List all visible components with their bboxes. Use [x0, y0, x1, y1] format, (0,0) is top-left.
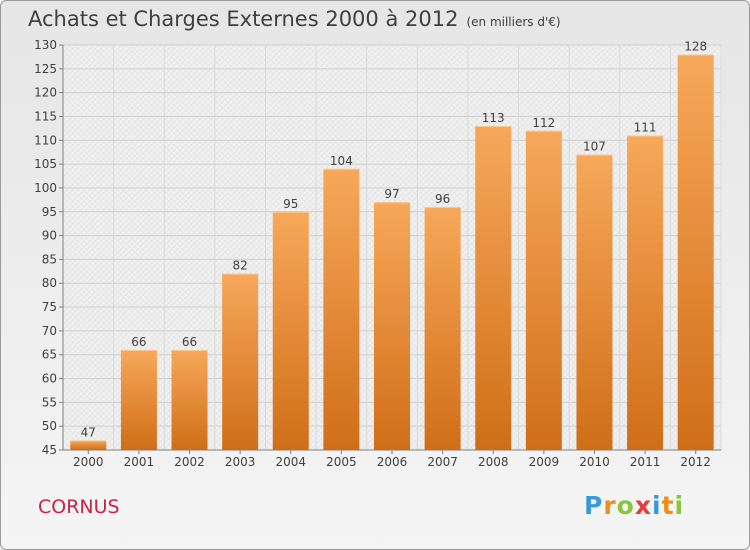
value-label: 111 — [634, 121, 657, 135]
y-tick-label: 80 — [42, 276, 57, 290]
logo-letter: i — [652, 491, 662, 520]
proxiti-logo: Proxiti — [584, 491, 684, 520]
y-tick-label: 70 — [42, 324, 57, 338]
logo-letter: t — [661, 491, 675, 520]
x-tick-label: 2009 — [529, 455, 560, 469]
value-label: 47 — [81, 425, 96, 439]
y-tick-label: 120 — [34, 86, 57, 100]
x-tick-label: 2010 — [579, 455, 610, 469]
x-tick-label: 2012 — [680, 455, 711, 469]
bar-2010 — [576, 154, 613, 450]
y-tick-label: 130 — [34, 38, 57, 52]
x-tick-label: 2003 — [225, 455, 256, 469]
y-tick-label: 50 — [42, 419, 57, 433]
y-tick-label: 110 — [34, 133, 57, 147]
x-tick-label: 2006 — [377, 455, 408, 469]
x-tick-label: 2005 — [326, 455, 357, 469]
value-labels: 47 66 66 82 95 104 97 96 113 112 107 111 128 — [81, 40, 707, 440]
y-tick-label: 95 — [42, 205, 57, 219]
value-label: 96 — [435, 192, 450, 206]
bar-2004 — [272, 211, 309, 450]
y-tick-label: 85 — [42, 252, 57, 266]
bar-2008 — [475, 126, 512, 450]
logo-letter: P — [584, 491, 604, 520]
chart-title-text: Achats et Charges Externes 2000 à 2012 — [28, 7, 459, 31]
y-tick-label: 115 — [34, 109, 57, 123]
chart-subtitle: (en milliers d'€) — [466, 15, 561, 29]
value-label: 66 — [131, 335, 146, 349]
bar-2009 — [525, 130, 562, 450]
y-tick-label: 105 — [34, 157, 57, 171]
value-label: 104 — [330, 154, 353, 168]
bar-2011 — [627, 135, 664, 450]
y-tick-label: 45 — [42, 443, 57, 457]
bar-2007 — [424, 207, 461, 450]
y-tick-label: 100 — [34, 181, 57, 195]
bar-2000 — [70, 440, 107, 450]
bar-2003 — [222, 273, 259, 450]
x-tick-label: 2008 — [478, 455, 509, 469]
x-tick-label: 2011 — [630, 455, 661, 469]
logo-letter: x — [634, 491, 652, 520]
bar-2001 — [120, 349, 157, 450]
logo-letter: i — [674, 491, 685, 520]
y-tick-label: 60 — [42, 372, 57, 386]
y-tick-label: 55 — [42, 395, 57, 409]
x-tick-label: 2007 — [427, 455, 458, 469]
bars — [70, 54, 714, 450]
logo-letter: r — [603, 491, 617, 520]
bar-2012 — [677, 54, 714, 450]
y-tick-label: 75 — [42, 300, 57, 314]
commune-name: CORNUS — [38, 496, 120, 518]
value-label: 107 — [583, 140, 606, 154]
y-tick-label: 65 — [42, 348, 57, 362]
value-label: 112 — [532, 116, 555, 130]
y-tick-label: 125 — [34, 62, 57, 76]
axes: 45 50 55 60 65 70 75 80 85 90 95 100 105 110 115 120 125… — [34, 38, 721, 469]
x-tick-label: 2002 — [174, 455, 205, 469]
bar-2005 — [323, 168, 360, 450]
bar-2006 — [374, 202, 410, 450]
x-tick-label: 2001 — [124, 455, 155, 469]
value-label: 113 — [482, 111, 505, 125]
value-label: 95 — [283, 197, 298, 211]
y-tick-label: 90 — [42, 229, 57, 243]
value-label: 128 — [684, 40, 707, 54]
x-tick-label: 2000 — [73, 455, 104, 469]
value-label: 97 — [384, 187, 399, 201]
logo-letter: o — [616, 491, 635, 520]
chart-title: Achats et Charges Externes 2000 à 2012 (e… — [28, 7, 561, 31]
x-tick-label: 2004 — [275, 455, 306, 469]
bar-2002 — [171, 349, 208, 450]
value-label: 66 — [182, 335, 197, 349]
value-label: 82 — [233, 259, 248, 273]
